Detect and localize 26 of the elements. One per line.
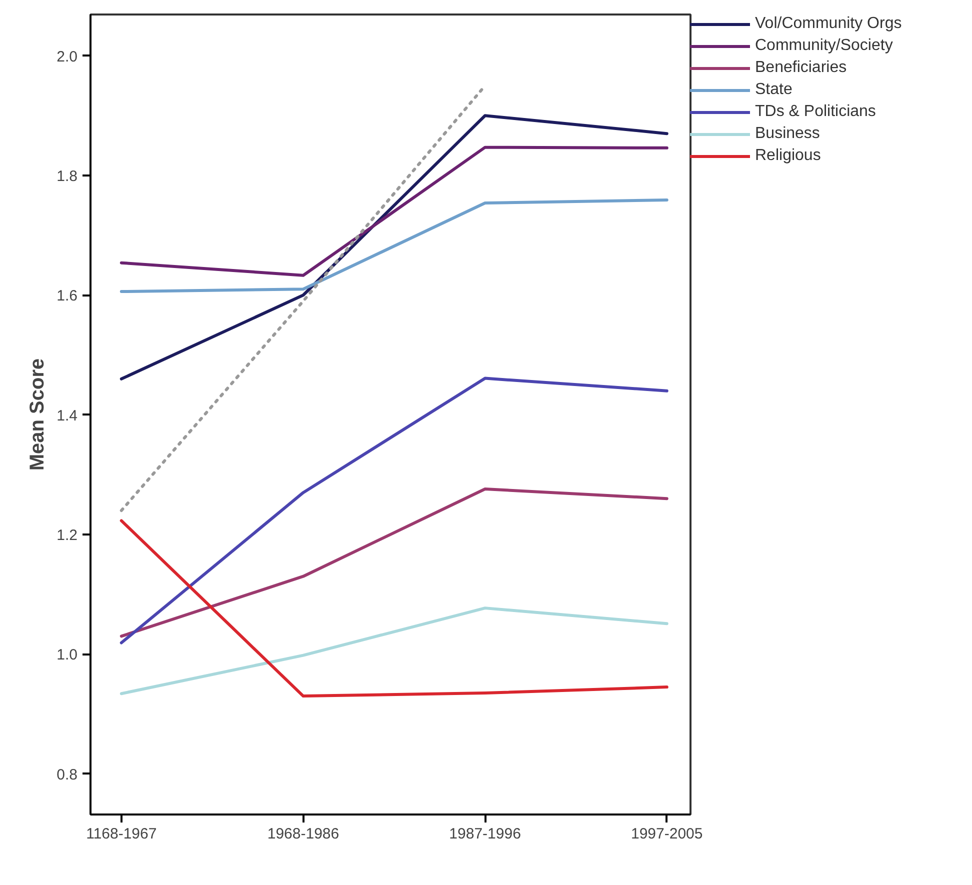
legend-label: State bbox=[755, 81, 792, 99]
legend-label: Community/Society bbox=[755, 37, 893, 55]
y-tick-label: 1.4 bbox=[56, 407, 78, 424]
y-tick-label: 2.0 bbox=[56, 48, 78, 66]
legend-label: TDs & Politicians bbox=[755, 103, 876, 121]
x-tick-label: 1168-1967 bbox=[86, 826, 157, 842]
legend-label: Business bbox=[755, 125, 820, 143]
y-tick-label: 0.8 bbox=[56, 766, 78, 784]
x-tick-label: 1997-2005 bbox=[630, 826, 703, 842]
line-series bbox=[120, 487, 668, 638]
line-series bbox=[120, 606, 668, 696]
y-tick-label: 1.8 bbox=[56, 168, 78, 185]
y-tick-label: 1.6 bbox=[56, 288, 78, 305]
legend-label: Vol/Community Orgs bbox=[755, 15, 902, 33]
x-tick-label: 1968-1986 bbox=[267, 826, 340, 842]
line-series bbox=[120, 114, 668, 380]
y-tick-label: 1.0 bbox=[56, 646, 78, 664]
y-tick-label: 1.2 bbox=[56, 526, 78, 544]
line-series bbox=[120, 146, 668, 277]
line-series bbox=[120, 519, 668, 698]
legend-label: Religious bbox=[755, 147, 821, 165]
line-series bbox=[120, 198, 668, 294]
line-series bbox=[120, 376, 668, 644]
x-tick-label: 1987-1996 bbox=[449, 826, 521, 842]
legend-label: Beneficiaries bbox=[755, 59, 847, 77]
y-axis-title: Mean Score bbox=[26, 358, 49, 471]
